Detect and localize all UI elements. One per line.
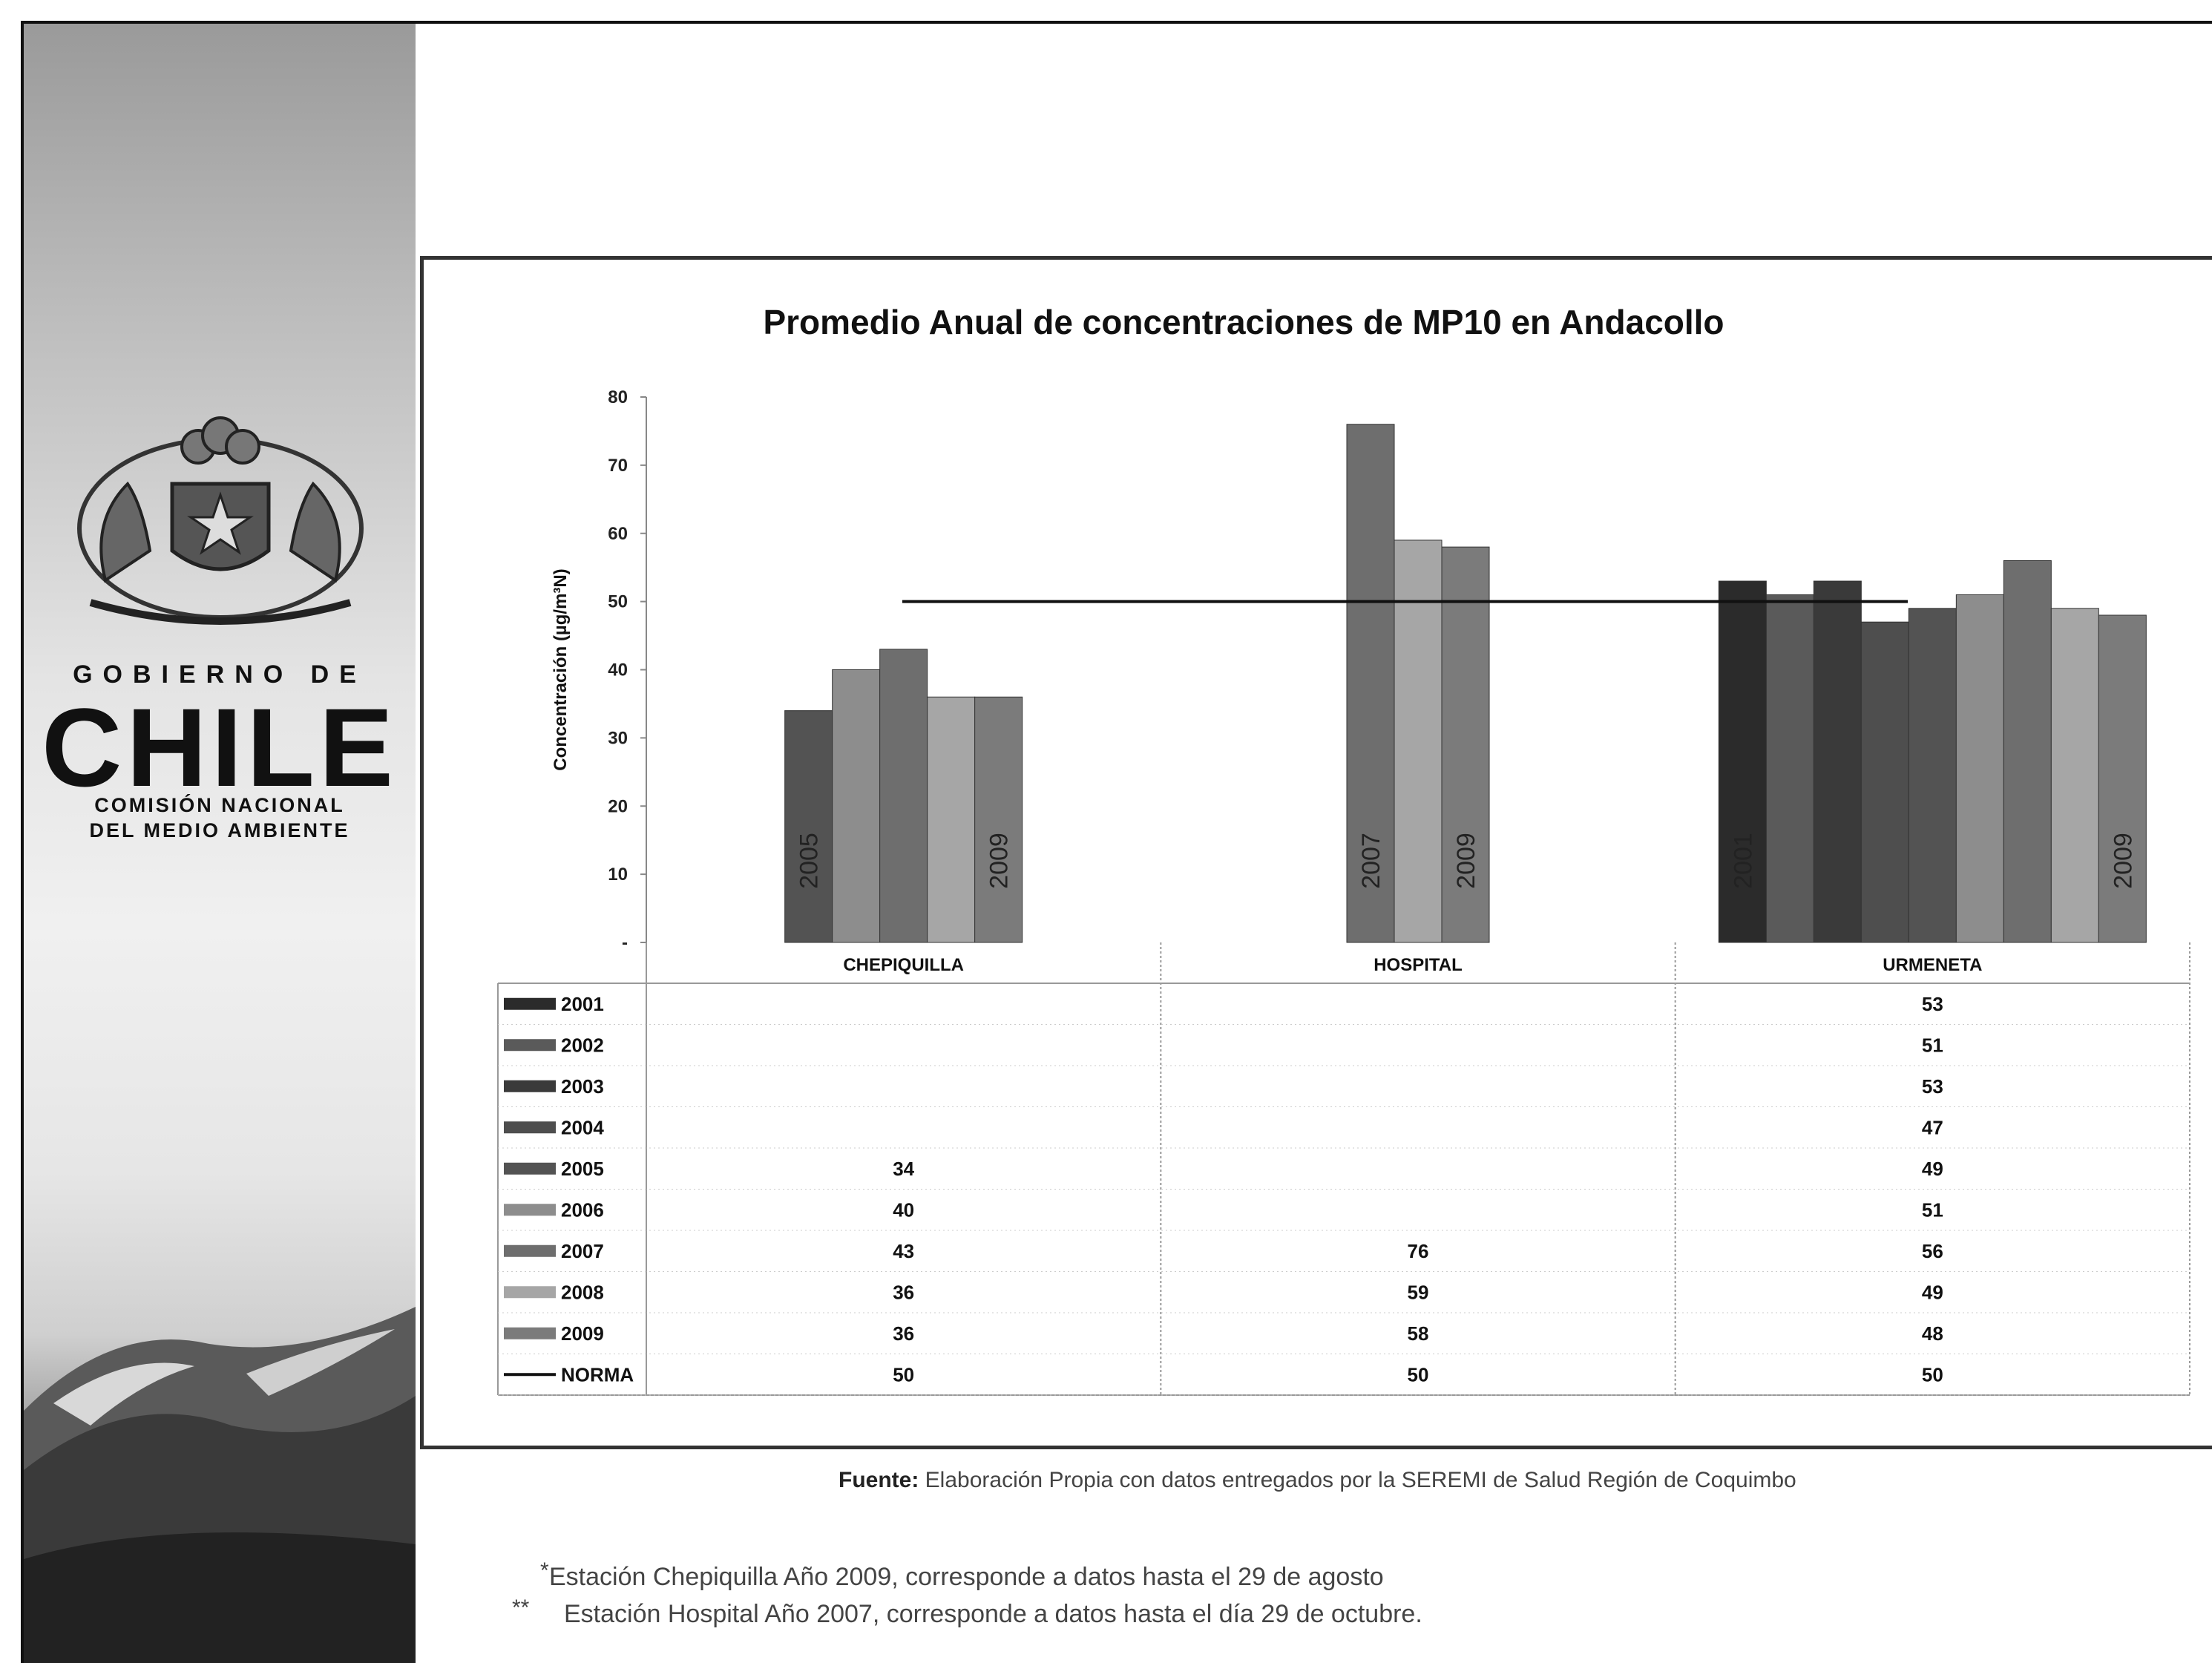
footnote-marker-1: *	[540, 1558, 549, 1583]
bar-hospital-2007	[1346, 424, 1395, 943]
table-cell-2008-urmeneta: 49	[1922, 1281, 1943, 1303]
bar-urmeneta-2003	[1813, 580, 1862, 943]
legend-label-2003: 2003	[561, 1075, 604, 1098]
chart-title: Promedio Anual de concentraciones de MP1…	[763, 303, 1724, 341]
table-cell-norma-hospital: 50	[1408, 1363, 1429, 1385]
category-label-urmeneta: URMENETA	[1883, 955, 1982, 975]
legend-label-2007: 2007	[561, 1240, 604, 1262]
table-cell-2008-chepiquilla: 36	[893, 1281, 914, 1303]
source-note: Fuente: Elaboración Propia con datos ent…	[838, 1468, 1796, 1493]
bar-chart: Promedio Anual de concentraciones de MP1…	[497, 303, 2190, 1396]
bar-label-hospital-2009: 2009	[1452, 833, 1480, 889]
bar-label-chepiquilla-2009: 2009	[985, 833, 1014, 889]
y-tick-label: 20	[608, 796, 628, 816]
bar-urmeneta-2007	[2003, 560, 2052, 943]
chile-coat-of-arms-icon	[77, 416, 364, 625]
y-tick-label: 60	[608, 524, 628, 544]
legend-label-2001: 2001	[561, 993, 604, 1015]
legend-key-2008	[504, 1286, 556, 1299]
y-tick-label: 10	[608, 865, 628, 885]
y-tick-label: -	[622, 933, 628, 953]
bar-hospital-2009	[1441, 546, 1490, 943]
legend-label-norma: NORMA	[561, 1363, 634, 1385]
bar-urmeneta-2002	[1765, 594, 1814, 943]
bar-hospital-2008	[1394, 539, 1443, 943]
table-cell-2007-urmeneta: 56	[1922, 1240, 1943, 1262]
y-tick-label: 80	[608, 387, 628, 407]
legend-label-2009: 2009	[561, 1322, 604, 1345]
y-tick-label: 70	[608, 456, 628, 476]
table-cell-2009-urmeneta: 48	[1922, 1322, 1943, 1345]
legend-key-2002	[504, 1039, 556, 1052]
footnote-2: Estación Hospital Año 2007, corresponde …	[564, 1600, 1422, 1628]
bar-urmeneta-2006	[1955, 594, 2004, 943]
bar-urmeneta-2005	[1908, 608, 1957, 943]
slide-frame	[21, 21, 2212, 1663]
table-cell-2008-hospital: 59	[1408, 1281, 1429, 1303]
footnote-marker-2: **	[512, 1595, 530, 1620]
source-label: Fuente:	[838, 1468, 919, 1492]
legend-key-2009	[504, 1327, 556, 1339]
y-tick-label: 30	[608, 728, 628, 748]
legend-label-2002: 2002	[561, 1034, 604, 1056]
y-tick-label: 40	[608, 660, 628, 680]
y-tick-label: 50	[608, 592, 628, 612]
table-cell-norma-chepiquilla: 50	[893, 1363, 914, 1385]
logo-line-gobierno: GOBIERNO DE	[73, 660, 367, 689]
logo-line-medio-ambiente: DEL MEDIO AMBIENTE	[89, 819, 350, 842]
legend-label-2005: 2005	[561, 1158, 604, 1180]
logo-line-comision: COMISIÓN NACIONAL	[94, 794, 345, 816]
bar-urmeneta-2004	[1860, 621, 1909, 943]
legend-key-2003	[504, 1080, 556, 1092]
bar-label-urmeneta-2001: 2001	[1729, 833, 1757, 889]
legend-key-2007	[504, 1244, 556, 1257]
bar-chepiquilla-2009	[974, 696, 1023, 943]
table-cell-2005-chepiquilla: 34	[893, 1158, 914, 1180]
bar-urmeneta-2008	[2050, 608, 2099, 943]
table-cell-2003-urmeneta: 53	[1922, 1075, 1943, 1098]
legend-key-2001	[504, 997, 556, 1010]
left-decorative-panel: GOBIERNO DE CHILE COMISIÓN NACIONAL DEL …	[24, 24, 416, 1663]
legend-label-2006: 2006	[561, 1198, 604, 1221]
legend-label-2008: 2008	[561, 1281, 604, 1303]
table-cell-2002-urmeneta: 51	[1922, 1034, 1943, 1056]
table-cell-2009-hospital: 58	[1408, 1322, 1429, 1345]
mountain-image-icon	[24, 1307, 416, 1663]
bar-chepiquilla-2008	[927, 696, 976, 943]
logo-line-chile: CHILE	[42, 685, 398, 810]
legend-label-2004: 2004	[561, 1116, 604, 1138]
bar-chepiquilla-2007	[879, 649, 928, 943]
table-cell-2009-chepiquilla: 36	[893, 1322, 914, 1345]
category-label-chepiquilla: CHEPIQUILLA	[843, 955, 964, 975]
table-cell-2006-urmeneta: 51	[1922, 1198, 1943, 1221]
bar-label-chepiquilla-2005: 2005	[795, 833, 824, 889]
bar-chepiquilla-2006	[832, 669, 881, 943]
table-cell-2001-urmeneta: 53	[1922, 993, 1943, 1015]
table-cell-2005-urmeneta: 49	[1922, 1158, 1943, 1180]
y-axis-label: Concentración (µg/m³N)	[551, 568, 571, 771]
source-text: Elaboración Propia con datos entregados …	[925, 1468, 1796, 1492]
bar-label-hospital-2007: 2007	[1357, 833, 1385, 889]
category-label-hospital: HOSPITAL	[1374, 955, 1463, 975]
bar-label-urmeneta-2009: 2009	[2109, 833, 2137, 889]
bar-urmeneta-2009	[2098, 614, 2147, 943]
footnote-1: Estación Chepiquilla Año 2009, correspon…	[549, 1563, 1384, 1591]
chart-container: Promedio Anual de concentraciones de MP1…	[420, 256, 2212, 1449]
table-cell-2004-urmeneta: 47	[1922, 1116, 1943, 1138]
table-cell-norma-urmeneta: 50	[1922, 1363, 1943, 1385]
table-cell-2007-chepiquilla: 43	[893, 1240, 914, 1262]
bar-chepiquilla-2005	[784, 710, 833, 943]
legend-key-2005	[504, 1162, 556, 1175]
legend-key-2006	[504, 1204, 556, 1216]
table-cell-2006-chepiquilla: 40	[893, 1198, 914, 1221]
table-cell-2007-hospital: 76	[1408, 1240, 1429, 1262]
legend-key-2004	[504, 1121, 556, 1134]
